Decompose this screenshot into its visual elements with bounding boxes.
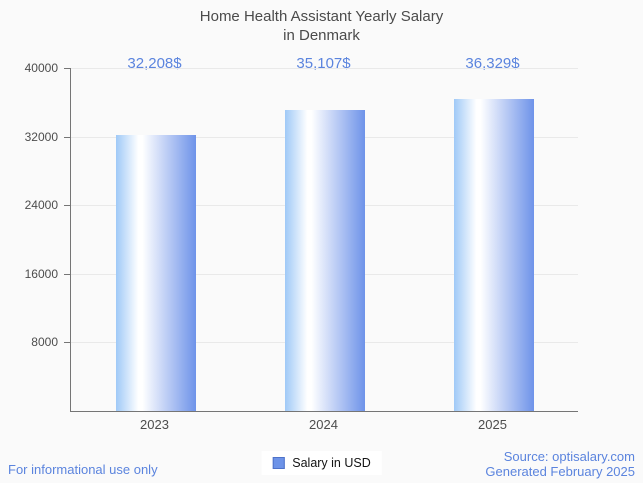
y-axis-tick (64, 68, 70, 69)
y-axis-tick-label: 16000 (24, 266, 58, 281)
bar-value-label: 35,107$ (296, 55, 351, 72)
plot-area (64, 68, 578, 412)
source-line: Source: optisalary.com (503, 449, 635, 464)
y-axis-tick-label: 40000 (24, 61, 58, 75)
y-axis-labels: 8000 16000 24000 32000 40000 (0, 61, 62, 411)
source-attribution: Source: optisalary.com Generated Februar… (485, 449, 635, 479)
bar-value-label: 32,208$ (127, 55, 182, 72)
y-axis-tick-label: 24000 (24, 198, 58, 213)
legend-label: Salary in USD (292, 456, 371, 470)
bar-value-labels: 32,208$ 35,107$ 36,329$ (70, 55, 577, 73)
chart-title: Home Health Assistant Yearly Salary in D… (0, 7, 643, 45)
bar-value-label: 36,329$ (465, 55, 520, 72)
chart-title-line1: Home Health Assistant Yearly Salary (199, 8, 444, 25)
y-axis-tick-label: 8000 (31, 335, 58, 350)
legend[interactable]: Salary in USD (261, 451, 382, 475)
bar-2025[interactable] (453, 99, 534, 411)
y-axis-tick (64, 136, 70, 138)
x-axis-labels: 2023 2024 2025 (70, 417, 577, 433)
y-axis-tick-label: 32000 (24, 129, 58, 144)
x-axis-label: 2023 (140, 417, 169, 432)
bar-2023[interactable] (115, 134, 196, 411)
chart-title-line2: in Denmark (283, 27, 360, 44)
bar-2024[interactable] (284, 109, 365, 411)
x-axis-label: 2024 (309, 417, 338, 432)
y-axis-tick (64, 205, 70, 207)
y-axis-tick (64, 273, 70, 275)
y-axis-tick (64, 342, 70, 344)
generated-line: Generated February 2025 (485, 464, 635, 479)
gridline (71, 68, 578, 69)
disclaimer-text: For informational use only (8, 462, 158, 477)
x-axis-label: 2025 (478, 417, 507, 432)
legend-marker-icon (272, 457, 285, 469)
